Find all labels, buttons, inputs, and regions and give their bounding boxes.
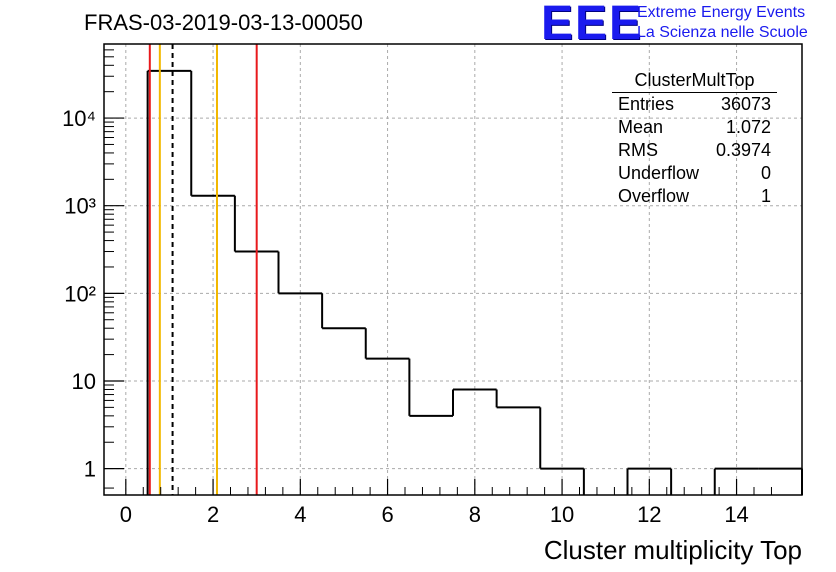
stats-row-mean: Mean 1.072 — [612, 116, 777, 139]
grid — [104, 44, 802, 495]
stats-title: ClusterMultTop — [612, 69, 777, 93]
stats-label: Mean — [618, 117, 664, 137]
eee-logo: EEE — [541, 0, 644, 50]
stats-value: 0 — [760, 163, 771, 183]
stats-label: Overflow — [618, 186, 690, 206]
y-tick-label: 10⁴ — [62, 106, 96, 131]
stats-value: 0.3974 — [715, 140, 771, 160]
x-tick-label: 2 — [207, 502, 219, 527]
stats-row-underflow: Underflow 0 — [612, 162, 777, 185]
eee-logo-line1: Extreme Energy Events — [637, 4, 806, 21]
x-tick-label: 4 — [294, 502, 306, 527]
y-tick-label: 10 — [72, 369, 96, 394]
x-tick-label: 12 — [637, 502, 661, 527]
stats-label: RMS — [618, 140, 658, 160]
stats-row-overflow: Overflow 1 — [612, 185, 777, 208]
x-tick-label: 8 — [469, 502, 481, 527]
reference-lines — [148, 44, 258, 495]
stats-value: 36073 — [720, 94, 771, 114]
stats-row-rms: RMS 0.3974 — [612, 139, 777, 162]
stats-value: 1 — [760, 186, 771, 206]
stats-label: Underflow — [618, 163, 700, 183]
chart-title: FRAS-03-2019-03-13-00050 — [84, 10, 363, 35]
histogram — [146, 69, 803, 495]
y-tick-label: 10² — [64, 281, 96, 306]
x-tick-label: 0 — [120, 502, 132, 527]
x-tick-label: 14 — [724, 502, 748, 527]
x-tick-label: 10 — [550, 502, 574, 527]
stats-row-entries: Entries 36073 — [612, 93, 777, 116]
stats-value: 1.072 — [725, 117, 771, 137]
x-tick-label: 6 — [381, 502, 393, 527]
stats-box: ClusterMultTop Entries 36073 Mean 1.072 … — [612, 69, 777, 208]
y-tick-label: 10³ — [64, 194, 96, 219]
x-axis-title: Cluster multiplicity Top — [543, 535, 802, 565]
plot-frame — [103, 43, 803, 496]
stats-label: Entries — [618, 94, 675, 114]
y-tick-label: 1 — [84, 457, 96, 482]
eee-logo-line2: La Scienza nelle Scuole — [637, 24, 808, 41]
